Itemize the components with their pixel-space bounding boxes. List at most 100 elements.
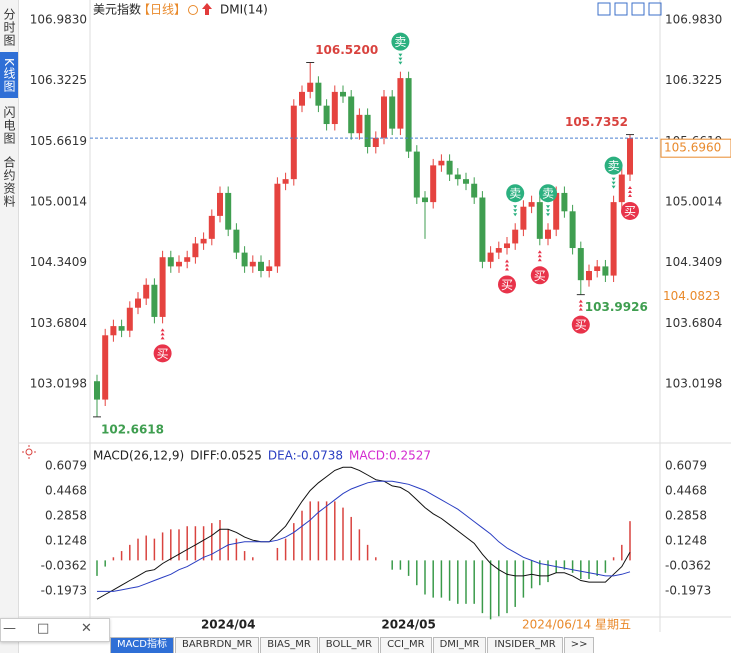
y-tick-label-right: -0.0362 <box>665 558 711 572</box>
signal-arrow <box>398 57 403 61</box>
annotation-label: 106.5200 <box>315 43 378 57</box>
legend-entry: DEA:-0.0738 <box>268 449 343 463</box>
macd-icon <box>22 445 36 459</box>
sidebar-tab[interactable]: 分时图 <box>2 7 16 47</box>
signal-arrow <box>160 328 165 332</box>
tool-icon[interactable] <box>597 2 611 16</box>
current-price-label: 105.6960 <box>664 141 721 155</box>
indicator-tab[interactable]: MACD指标 <box>110 637 174 653</box>
minimize-button[interactable]: — <box>3 621 16 636</box>
indicator-tab[interactable]: BIAS_MR <box>260 637 318 653</box>
candle-body <box>126 307 133 331</box>
candle-body <box>545 229 551 239</box>
signal-arrow <box>505 267 509 271</box>
candle-body <box>405 78 412 152</box>
close-button[interactable]: ✕ <box>81 621 92 636</box>
indicator-tab[interactable]: CCI_MR <box>380 637 432 653</box>
candle-body <box>356 114 363 134</box>
candle-body <box>446 160 453 175</box>
candle-body <box>208 215 215 239</box>
candle-body <box>340 91 346 97</box>
toolbar-icons[interactable] <box>597 2 662 16</box>
y-tick-label: -0.0362 <box>41 558 87 572</box>
signal-arrow <box>537 254 542 258</box>
indicator-tab[interactable]: INSIDER_MR <box>487 637 563 653</box>
current-price-box <box>660 138 731 158</box>
candle-body <box>241 252 248 267</box>
candle-body <box>258 261 264 271</box>
signal-arrow <box>578 307 583 311</box>
signal-arrow <box>578 303 583 307</box>
candle-body <box>528 202 535 207</box>
signal-badge <box>391 32 410 51</box>
candle-body <box>471 183 478 198</box>
sidebar-tab[interactable]: 合约资料 <box>2 156 16 208</box>
legend-entry: MACD(26,12,9) <box>93 449 184 463</box>
period-icon[interactable] <box>188 5 198 15</box>
candle-body <box>569 211 576 249</box>
candle-body <box>372 137 379 147</box>
y-tick-label: 0.6079 <box>45 459 87 473</box>
period-label[interactable]: 【日线】 <box>138 3 186 17</box>
candle-body <box>118 326 125 331</box>
sidebar-tab[interactable]: 闪电图 <box>2 105 16 145</box>
candle-body <box>454 174 461 180</box>
signal-arrow <box>628 193 632 197</box>
y-tick-label-right: 0.1248 <box>665 534 707 548</box>
candle-body <box>438 160 445 166</box>
y-tick-label: 106.9830 <box>30 12 87 26</box>
candle-body <box>618 174 625 203</box>
tool-icon[interactable] <box>614 2 628 16</box>
signal-label: 买 <box>157 347 169 361</box>
signal-arrow <box>160 336 165 340</box>
indicator-tab[interactable]: DMI_MR <box>432 637 487 653</box>
candle-body <box>536 202 543 239</box>
tool-icon[interactable] <box>631 2 645 16</box>
candle-body <box>299 91 305 106</box>
indicator-tab[interactable]: BOLL_MR <box>318 637 380 653</box>
candle-body <box>151 284 158 317</box>
cursor-date: 2024/06/14 星期五 <box>522 618 631 632</box>
indicator-tab[interactable]: BARBRDN_MR <box>174 637 260 653</box>
signal-label: 买 <box>624 204 636 218</box>
signal-label: 卖 <box>608 159 620 173</box>
cursor-price-label: 104.0823 <box>663 289 720 303</box>
signal-badge <box>621 201 639 220</box>
y-tick-label: 105.0014 <box>30 194 87 208</box>
y-tick-label: 103.0198 <box>30 376 87 390</box>
candle-body <box>176 261 182 267</box>
signal-arrow <box>513 209 518 213</box>
y-tick-label-right: 103.0198 <box>665 376 722 390</box>
signal-arrow <box>537 258 542 262</box>
candle-body <box>331 91 338 125</box>
tool-icon[interactable] <box>648 2 662 16</box>
candle-body <box>430 165 437 203</box>
candle-body <box>290 105 297 180</box>
y-tick-label: 103.6804 <box>30 316 87 330</box>
candle-body <box>315 82 322 106</box>
candle-body <box>192 243 199 258</box>
candle-body <box>495 248 502 253</box>
annotation-label: 105.7352 <box>565 115 628 129</box>
signal-arrow <box>505 259 509 263</box>
sidebar-tab[interactable]: K线图 <box>0 52 18 98</box>
candle-body <box>233 229 240 253</box>
signal-badge <box>153 344 172 363</box>
indicator-tab[interactable]: >> <box>563 637 595 653</box>
candle-body <box>249 261 256 267</box>
mini-window: — □ ✕ <box>0 618 110 642</box>
dea-line <box>97 480 631 592</box>
candle-body <box>561 192 568 212</box>
restore-button[interactable]: □ <box>37 621 50 636</box>
candle-body <box>217 192 223 216</box>
signal-label: 买 <box>575 318 587 332</box>
instrument-title: 美元指数 <box>93 2 141 17</box>
signal-arrow <box>513 205 518 209</box>
candle-body <box>274 183 281 267</box>
candle-body <box>397 78 404 129</box>
signal-arrow <box>505 263 509 267</box>
candle-body <box>307 82 314 92</box>
candle-body <box>577 248 584 281</box>
signal-arrow <box>546 205 550 209</box>
